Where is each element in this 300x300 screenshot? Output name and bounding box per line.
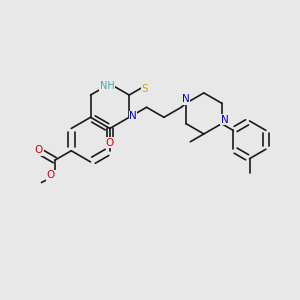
- Text: O: O: [106, 138, 114, 148]
- Text: O: O: [47, 170, 55, 180]
- Text: N: N: [129, 111, 137, 122]
- Text: S: S: [142, 84, 148, 94]
- Text: O: O: [35, 145, 43, 155]
- Text: N: N: [182, 94, 190, 104]
- Text: N: N: [221, 115, 229, 125]
- Text: NH: NH: [100, 81, 114, 91]
